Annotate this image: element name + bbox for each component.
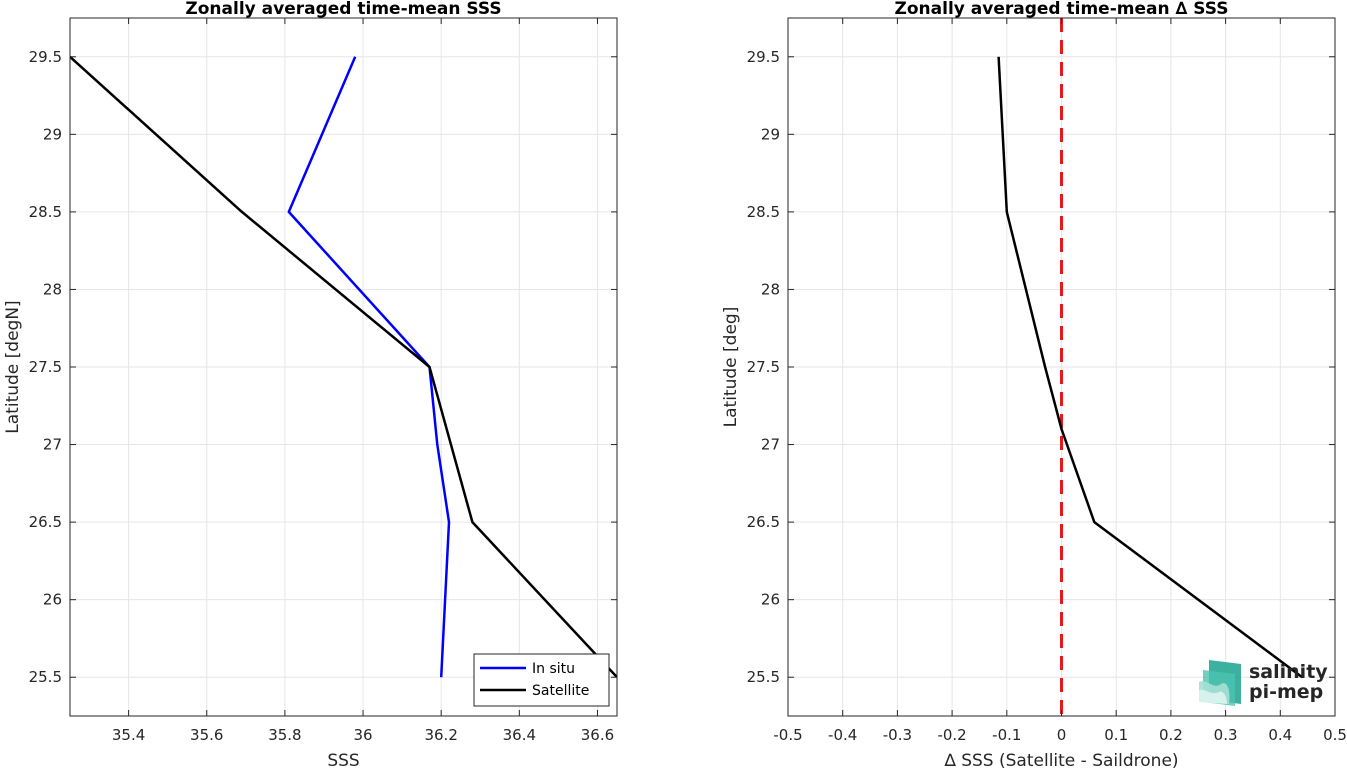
x-tick-label: -0.2	[937, 726, 966, 744]
series-line-satellite	[70, 55, 617, 679]
y-tick-label: 28	[43, 280, 62, 298]
legend: In situ Satellite	[473, 653, 610, 707]
series-lines	[997, 56, 1303, 679]
x-tick-label: 36.4	[503, 726, 536, 744]
grid-lines	[70, 18, 617, 716]
y-tick-label: 26.5	[29, 513, 62, 531]
x-tick-labels: -0.5 -0.4 -0.3 -0.2 -0.1 0 0.1 0.2 0.3 0.4 0.5	[773, 726, 1347, 744]
legend-box	[473, 653, 610, 707]
y-tick-label: 29.5	[29, 48, 62, 66]
series-line-in-situ	[287, 56, 451, 678]
x-axis-label: ∆ SSS (Satellite - Saildrone)	[943, 751, 1178, 769]
y-tick-label: 29	[761, 125, 780, 143]
logo-text-pi-mep: pi-mep	[1249, 681, 1323, 703]
y-tick-label: 25.5	[29, 668, 62, 686]
x-tick-label: -0.3	[883, 726, 912, 744]
chart-title: Zonally averaged time-mean SSS	[185, 0, 501, 19]
series-line-delta-sss	[997, 56, 1303, 679]
x-tick-label: -0.5	[773, 726, 802, 744]
x-tick-label: 0.1	[1104, 726, 1128, 744]
y-tick-label: 27	[43, 436, 62, 454]
y-tick-label: 26.5	[747, 513, 780, 531]
x-tick-label: 35.4	[112, 726, 145, 744]
series-lines	[70, 55, 617, 679]
x-tick-label: 36	[353, 726, 372, 744]
sss-chart: 35.4 35.6 35.8 36 36.2 36.4 36.6 25.52626.5272…	[3, 0, 618, 769]
x-tick-label: 35.6	[190, 726, 223, 744]
axes-box	[69, 17, 618, 717]
x-tick-label: 35.8	[268, 726, 301, 744]
y-tick-labels: 25.5 26 26.5 27 27.5 28 28.5 29 29.5	[29, 48, 62, 686]
x-axis-label: SSS	[327, 751, 359, 769]
y-axis-label: Latitude [degN]	[3, 300, 23, 433]
x-tick-labels: 35.4 35.6 35.8 36 36.2 36.4 36.6	[112, 726, 614, 744]
x-tick-label: 0.5	[1323, 726, 1347, 744]
logo-text-salinity: salinity	[1249, 661, 1328, 683]
axes-frame	[787, 17, 1336, 717]
axes-box	[787, 17, 1336, 717]
salinity-pi-mep-logo: salinity pi-mep	[1199, 660, 1328, 706]
legend-label-satellite: Satellite	[532, 683, 589, 699]
y-tick-label: 26	[43, 591, 62, 609]
delta-sss-chart: -0.5 -0.4 -0.3 -0.2 -0.1 0 0.1 0.2 0.3 0.4 0.5 25.…	[721, 0, 1347, 769]
chart-title: Zonally averaged time-mean ∆ SSS	[895, 0, 1229, 19]
y-tick-label: 27	[761, 436, 780, 454]
logo-mark-icon	[1199, 660, 1241, 706]
axes-frame	[69, 17, 618, 717]
x-tick-label: 36.2	[424, 726, 457, 744]
x-tick-label: 0	[1057, 726, 1067, 744]
y-tick-labels: 25.5 26 26.5 27 27.5 28 28.5 29 29.5	[747, 48, 780, 686]
y-tick-label: 27.5	[29, 358, 62, 376]
y-tick-label: 29	[43, 125, 62, 143]
x-tick-label: 0.2	[1159, 726, 1183, 744]
x-tick-label: -0.4	[828, 726, 857, 744]
y-tick-label: 27.5	[747, 358, 780, 376]
legend-label-in-situ: In situ	[532, 661, 575, 677]
y-tick-label: 28.5	[29, 203, 62, 221]
y-axis-label: Latitude [deg]	[721, 307, 741, 428]
x-tick-label: 0.4	[1268, 726, 1292, 744]
y-tick-label: 28.5	[747, 203, 780, 221]
x-tick-label: -0.1	[992, 726, 1021, 744]
y-tick-label: 28	[761, 280, 780, 298]
y-tick-label: 25.5	[747, 668, 780, 686]
y-tick-label: 29.5	[747, 48, 780, 66]
x-tick-label: 36.6	[581, 726, 614, 744]
x-tick-label: 0.3	[1214, 726, 1238, 744]
y-tick-label: 26	[761, 591, 780, 609]
